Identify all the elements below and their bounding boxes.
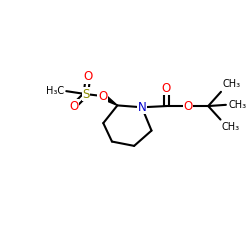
Text: N: N xyxy=(138,101,146,114)
Text: H₃C: H₃C xyxy=(46,86,64,96)
Text: O: O xyxy=(184,100,193,112)
Polygon shape xyxy=(101,94,117,106)
Text: S: S xyxy=(82,88,90,101)
Text: CH₃: CH₃ xyxy=(222,79,240,89)
Text: CH₃: CH₃ xyxy=(222,122,240,132)
Text: O: O xyxy=(98,90,107,102)
Text: O: O xyxy=(162,82,171,95)
Text: CH₃: CH₃ xyxy=(229,100,247,110)
Text: O: O xyxy=(69,100,78,113)
Text: O: O xyxy=(83,70,92,84)
